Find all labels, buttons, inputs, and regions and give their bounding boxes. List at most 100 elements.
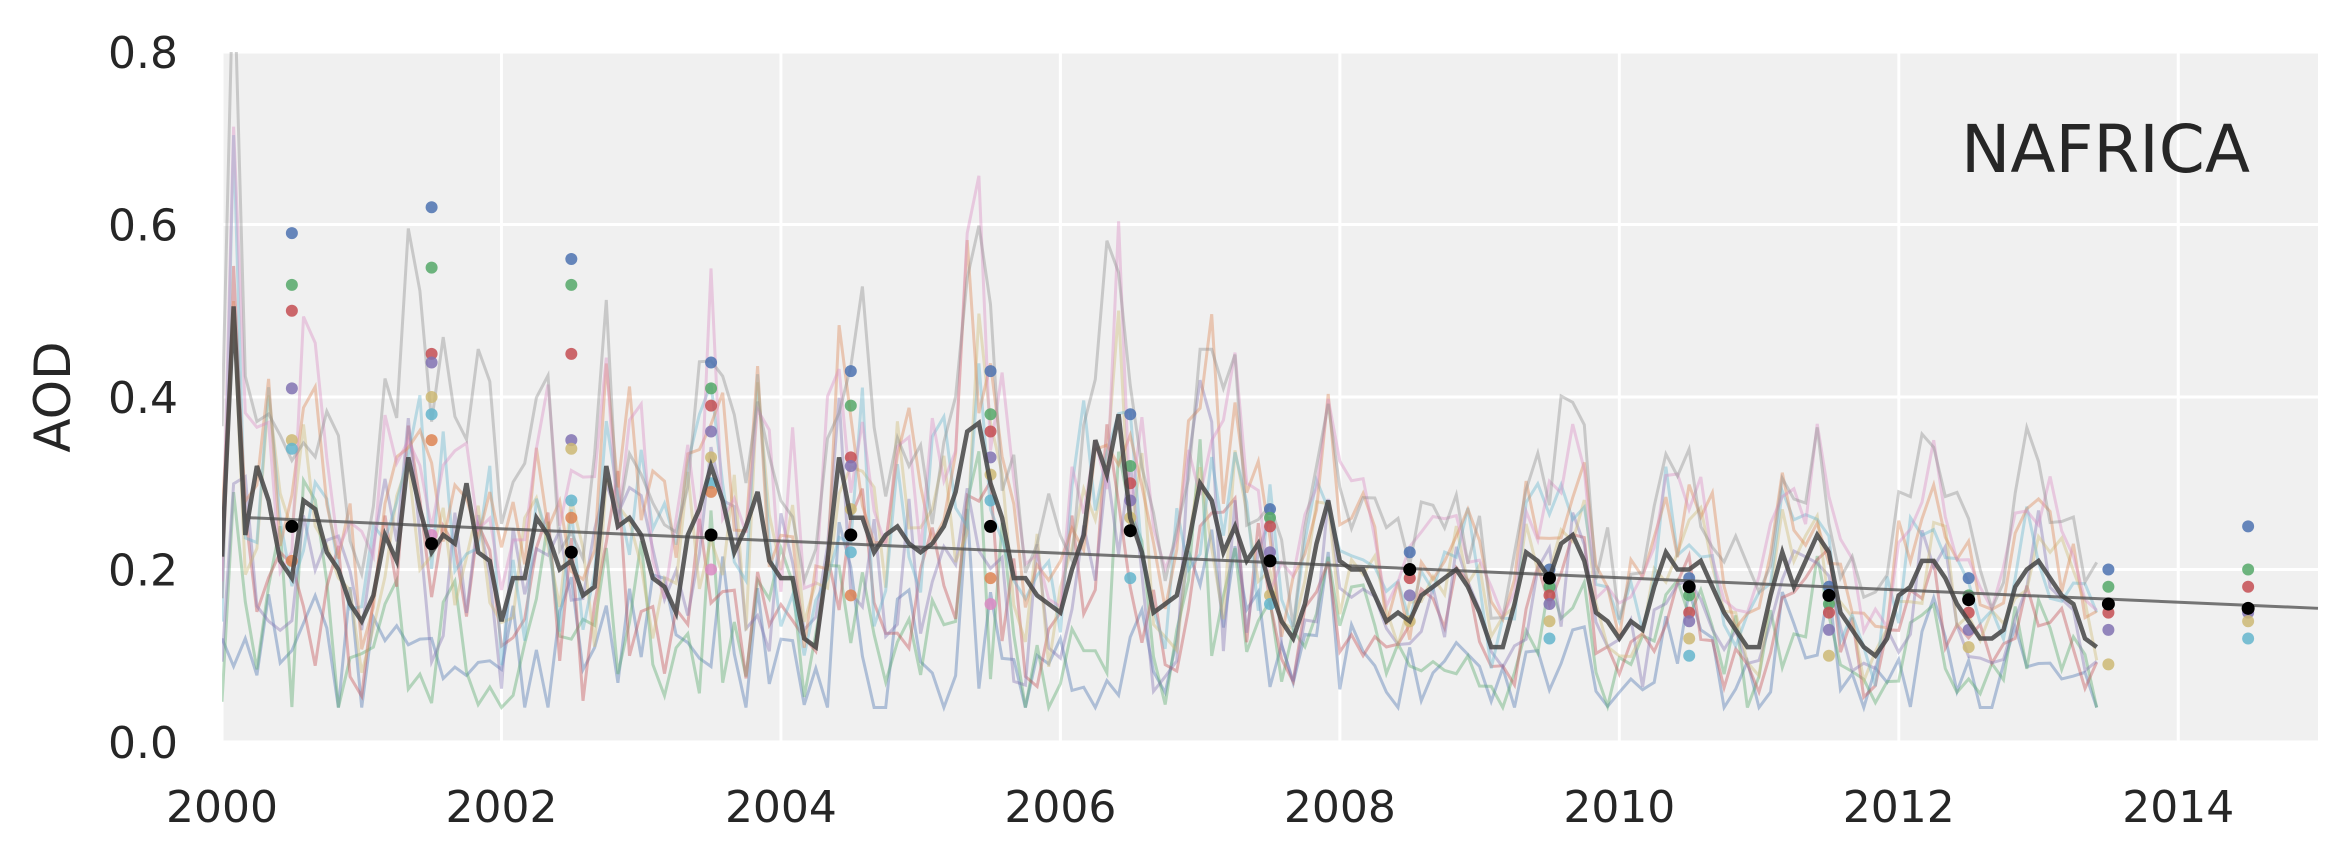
model-annual-point — [2242, 632, 2255, 645]
y-tick-label: 0.0 — [108, 718, 178, 769]
model-annual-point — [1683, 649, 1696, 662]
model-annual-point — [565, 434, 578, 447]
model-annual-point — [285, 442, 298, 455]
model-series-line — [222, 508, 2099, 713]
model-annual-point — [1543, 589, 1556, 602]
model-series-line — [222, 379, 2098, 696]
model-annual-point — [705, 382, 718, 395]
model-annual-point — [1264, 503, 1276, 516]
model-annual-point — [1822, 649, 1835, 662]
mean-series-group — [222, 306, 2099, 660]
trend-line-group — [249, 516, 2319, 610]
mean-series-line — [222, 306, 2099, 660]
model-annual-point — [705, 485, 718, 498]
model-annual-point — [565, 347, 578, 360]
x-tick-label: 2004 — [725, 782, 837, 833]
annual-mean-marker — [425, 537, 439, 551]
model-annual-point — [705, 356, 718, 369]
model-annual-point — [1962, 572, 1975, 585]
model-annual-point — [565, 442, 578, 455]
model-annual-point — [1683, 615, 1696, 628]
model-annual-point — [2102, 563, 2115, 576]
annual-mean-marker — [844, 528, 858, 542]
y-tick-label: 0.2 — [108, 546, 178, 597]
x-tick-label: 2010 — [1563, 782, 1675, 833]
model-annual-point — [425, 434, 438, 447]
tick-labels: 2000 2002 2004 2006 2008 2010 2012 2014 0.0 0.2 0.… — [108, 28, 2234, 833]
grid-lines — [220, 50, 2318, 744]
model-annual-point — [285, 278, 298, 291]
model-annual-point — [425, 391, 438, 403]
model-annual-point — [1124, 408, 1137, 421]
annual-mean-marker — [1682, 580, 1696, 594]
model-annual-point — [565, 494, 578, 507]
model-annual-point — [844, 589, 857, 602]
model-annual-point — [425, 408, 438, 421]
model-series-line — [222, 126, 2098, 636]
y-tick-label: 0.6 — [108, 201, 178, 252]
model-series-line — [222, 439, 2099, 713]
annual-mean-marker — [1403, 563, 1417, 576]
model-annual-point — [2242, 615, 2255, 628]
model-annual-point — [565, 253, 578, 265]
y-tick-label: 0.8 — [108, 28, 178, 79]
model-annual-point — [1124, 572, 1137, 585]
x-tick-label: 2014 — [2122, 782, 2234, 833]
annual-mean-marker — [984, 519, 998, 533]
model-annual-point — [285, 434, 298, 447]
model-annual-point — [425, 356, 438, 369]
model-annual-point — [1543, 632, 1556, 645]
x-tick-label: 2000 — [166, 782, 278, 833]
model-series-line — [222, 52, 2098, 628]
y-tick-label: 0.4 — [108, 373, 178, 424]
model-annual-point — [2242, 563, 2255, 576]
trend-line — [249, 516, 2319, 610]
annual-mean-markers — [285, 519, 2255, 615]
model-annual-point — [2242, 580, 2255, 593]
annual-mean-marker — [704, 528, 718, 542]
model-annual-point — [844, 546, 857, 559]
annual-mean-marker — [1263, 554, 1277, 568]
model-series-line — [222, 265, 2099, 701]
model-annual-point — [1822, 623, 1835, 636]
model-annual-point — [425, 201, 438, 214]
model-annual-point — [1683, 606, 1696, 619]
model-annual-point — [844, 460, 857, 472]
model-annual-point — [2102, 580, 2115, 593]
model-annual-point — [285, 304, 298, 317]
model-annual-point — [1403, 546, 1416, 559]
model-annual-point — [844, 399, 857, 412]
annual-mean-marker — [1542, 571, 1556, 585]
model-annual-point — [1683, 632, 1696, 645]
model-annual-point — [565, 511, 578, 524]
model-annual-point — [984, 572, 997, 585]
model-annual-point — [1822, 606, 1835, 619]
model-annual-point — [705, 399, 718, 412]
annual-mean-marker — [1822, 588, 1836, 602]
model-annual-point — [984, 365, 997, 378]
model-series-line — [222, 309, 2099, 687]
model-annual-point — [425, 347, 438, 360]
annual-mean-marker — [285, 519, 299, 533]
x-tick-label: 2006 — [1004, 782, 1116, 833]
model-annual-point — [2102, 658, 2115, 671]
model-annual-point — [565, 278, 578, 291]
x-tick-label: 2002 — [445, 782, 557, 833]
x-tick-label: 2008 — [1284, 782, 1396, 833]
model-annual-point — [2102, 623, 2115, 636]
model-annual-point — [1264, 511, 1276, 524]
annual-mean-marker — [564, 545, 578, 559]
model-series-lines — [222, 52, 2099, 713]
model-annual-point — [844, 451, 857, 464]
model-annual-point — [2242, 520, 2255, 533]
model-series-line — [222, 239, 2098, 650]
model-annual-point — [844, 365, 857, 378]
model-annual-point — [984, 425, 997, 438]
x-tick-label: 2012 — [1843, 782, 1955, 833]
y-axis-label: AOD — [24, 341, 82, 452]
region-label: NAFRICA — [1961, 111, 2250, 188]
model-annual-point — [705, 563, 718, 576]
model-annual-point — [1543, 598, 1556, 610]
annual-mean-marker — [1962, 593, 1976, 607]
